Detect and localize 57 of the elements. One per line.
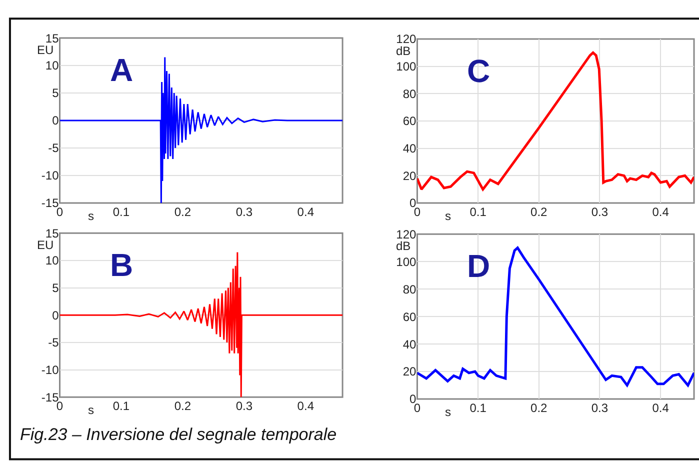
y-tick-label: 5 <box>52 280 60 295</box>
x-tick-label: 0.4 <box>297 399 314 414</box>
y-tick-label: 15 <box>45 226 60 240</box>
y-tick-label: 15 <box>45 31 60 46</box>
y-tick-label: 80 <box>402 86 417 101</box>
y-axis-title: EU <box>37 43 54 57</box>
y-axis-title: dB <box>396 239 411 253</box>
caption: Fig.23 – Inversione del segnale temporale <box>20 425 337 444</box>
y-tick-label: -10 <box>41 362 60 377</box>
x-tick-label: 0.3 <box>236 205 253 220</box>
x-tick-label: 0.4 <box>652 205 670 220</box>
y-tick-label: 120 <box>396 227 417 242</box>
x-axis-title: s <box>88 403 94 417</box>
y-tick-label: 120 <box>396 32 417 46</box>
x-tick-label: 0.2 <box>174 205 192 220</box>
chart-title: A <box>110 52 134 88</box>
y-tick-label: 40 <box>402 142 417 156</box>
x-tick-label: 0.3 <box>236 399 253 414</box>
chart-title: D <box>467 248 490 284</box>
y-tick-label: 0 <box>52 114 60 128</box>
y-tick-label: 5 <box>52 86 60 100</box>
x-tick-label: 0.1 <box>112 399 130 414</box>
x-axis-title: s <box>445 405 451 419</box>
x-tick-label: 0.2 <box>174 399 192 414</box>
y-tick-label: 100 <box>396 254 417 269</box>
y-tick-label: 0 <box>52 308 60 322</box>
chart-title: B <box>110 247 134 283</box>
y-tick-label: 60 <box>402 310 417 324</box>
y-tick-label: 10 <box>45 254 60 268</box>
line-series <box>60 251 343 398</box>
x-axis-title: s <box>445 209 451 223</box>
y-axis-title: dB <box>396 44 411 58</box>
y-tick-label: 100 <box>396 60 417 74</box>
x-tick-label: 0.1 <box>470 205 487 220</box>
x-tick-label: 0.4 <box>652 401 670 416</box>
y-axis-title: EU <box>37 238 54 252</box>
line-series <box>417 51 694 191</box>
y-tick-label: 10 <box>45 58 60 73</box>
x-tick-label: 0.2 <box>530 205 548 220</box>
x-tick-label: 0.1 <box>470 401 487 416</box>
line-series <box>417 246 694 387</box>
y-tick-label: 80 <box>402 282 417 296</box>
y-tick-label: 40 <box>402 337 417 352</box>
y-tick-label: -5 <box>48 141 60 156</box>
y-tick-label: 20 <box>402 168 417 183</box>
y-tick-label: -10 <box>41 168 60 183</box>
x-tick-label: 0.2 <box>530 401 548 416</box>
x-tick-label: 0.3 <box>591 205 608 220</box>
chart-title: C <box>467 53 490 89</box>
y-tick-label: -5 <box>48 336 60 350</box>
x-tick-label: 0.3 <box>591 401 608 416</box>
y-tick-label: 60 <box>402 114 417 128</box>
x-axis-title: s <box>88 209 94 223</box>
line-series <box>60 56 343 204</box>
y-tick-label: 20 <box>402 364 417 379</box>
x-tick-label: 0.1 <box>112 205 130 220</box>
x-tick-label: 0.4 <box>297 205 314 220</box>
